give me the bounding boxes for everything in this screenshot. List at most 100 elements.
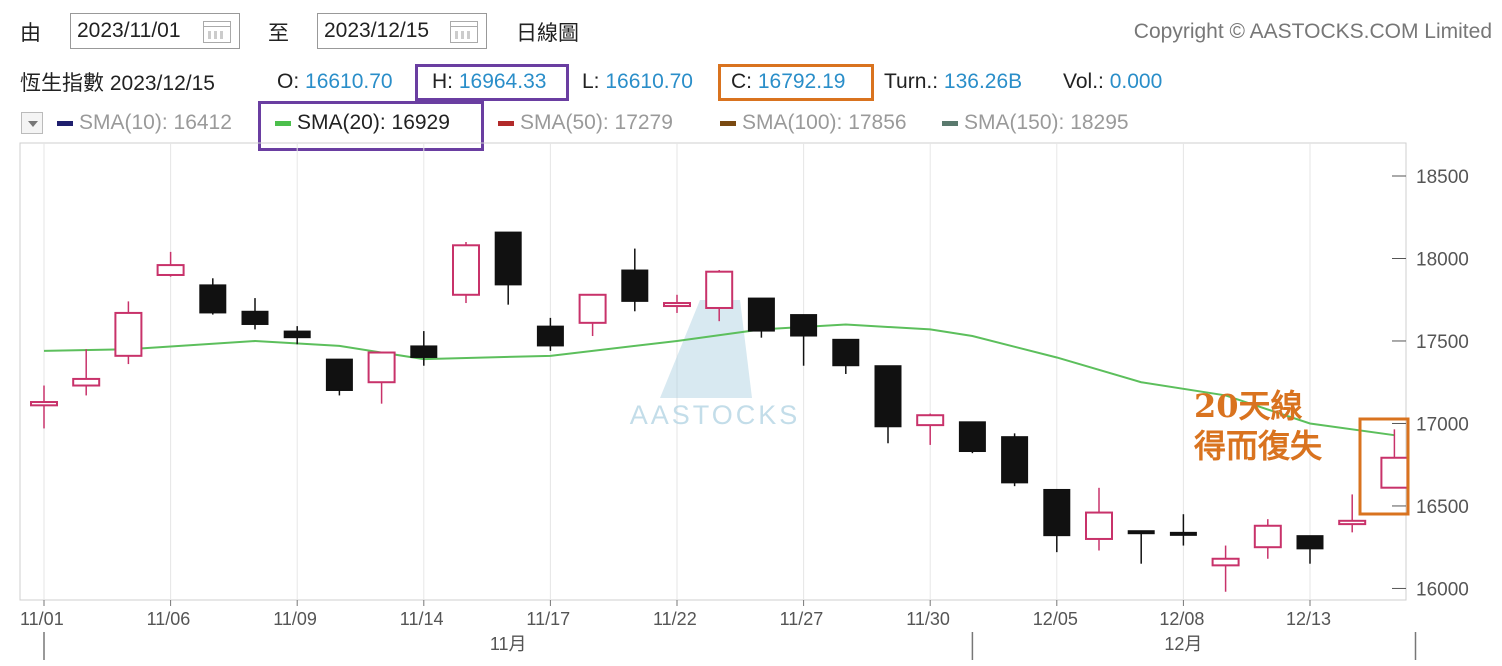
candle-body <box>114 311 143 357</box>
x-tick-label: 11/17 <box>526 609 570 629</box>
candle-body <box>283 330 311 339</box>
x-tick-label: 11/14 <box>400 609 444 629</box>
low-label: L: <box>582 70 600 93</box>
watermark-logo <box>660 300 752 398</box>
candle-body <box>1127 530 1155 535</box>
turnover-value: 136.26B <box>943 70 1023 93</box>
from-date-value: 2023/11/01 <box>77 19 181 42</box>
candle-body <box>958 421 986 453</box>
candle-body <box>578 293 607 324</box>
candle-body <box>705 270 734 309</box>
annotation-line-1: 20天線 <box>1194 387 1303 425</box>
low-value: 16610.70 <box>605 70 693 93</box>
sma-10-label: SMA(10): 16412 <box>79 111 232 134</box>
annotation-text: 20天線 得而復失 <box>1194 386 1322 466</box>
y-tick-label: 16500 <box>1416 497 1469 518</box>
volume-label: Vol.: <box>1063 70 1104 93</box>
open-label: O: <box>277 70 300 93</box>
low-field: L: 16610.70 <box>582 70 693 94</box>
close-highlight-box <box>718 64 874 101</box>
candle-body <box>621 269 649 302</box>
x-tick-label: 11/06 <box>147 609 191 629</box>
legend-toggle-button[interactable] <box>21 112 43 134</box>
close-label: C: <box>731 70 752 93</box>
to-date-input[interactable]: 2023/12/15 <box>317 13 487 49</box>
candle-body <box>156 264 185 276</box>
volume-value: 0.000 <box>1109 70 1163 93</box>
x-tick-label: 12/05 <box>1033 609 1078 629</box>
sma-10[interactable]: SMA(10): 16412 <box>57 111 232 135</box>
x-tick-label: 11/09 <box>273 609 317 629</box>
high-field: H: 16964.33 <box>432 70 546 94</box>
sma-50[interactable]: SMA(50): 17279 <box>498 111 673 135</box>
plot-frame <box>19 142 1407 601</box>
open-value: 16610.70 <box>305 70 393 93</box>
candle-body <box>494 231 522 286</box>
close-value: 16792.19 <box>757 70 846 93</box>
x-tick-label: 11/22 <box>653 609 697 629</box>
sma-20-swatch <box>275 120 291 126</box>
candle-body <box>747 297 775 332</box>
candle-body <box>30 401 58 407</box>
sma-150[interactable]: SMA(150): 18295 <box>942 111 1129 135</box>
annotation-line-2: 得而復失 <box>1194 427 1323 465</box>
high-highlight-box <box>415 64 569 101</box>
sma-150-swatch <box>942 120 958 126</box>
x-tick-label: 11/30 <box>906 609 950 629</box>
candle-body <box>199 284 227 314</box>
from-label: 由 <box>20 22 41 45</box>
last-candle-highlight-box <box>1358 417 1410 516</box>
candle-body <box>1043 488 1071 537</box>
sma-100-swatch <box>720 120 736 126</box>
y-tick-label: 17500 <box>1416 332 1469 353</box>
watermark-text: AASTOCKS <box>630 400 801 430</box>
calendar-icon[interactable] <box>450 21 478 43</box>
to-date-value: 2023/12/15 <box>324 19 430 42</box>
index-name-date: 恆生指數 2023/12/15 <box>20 72 215 95</box>
candle-body <box>1001 436 1029 484</box>
chart-kind-label[interactable]: 日線圖 <box>516 22 579 45</box>
sma-20-label: SMA(20): 16929 <box>297 111 450 134</box>
sma-100[interactable]: SMA(100): 17856 <box>720 111 907 135</box>
sma-150-label: SMA(150): 18295 <box>964 111 1129 134</box>
date-range-bar: 由 至 日線圖 Copyright © AASTOCKS.COM Limited <box>0 12 1502 52</box>
sma-10-swatch <box>57 120 73 126</box>
sma20-highlight-box <box>258 101 484 151</box>
candle-body <box>241 310 269 325</box>
month-label: 12月 <box>1164 634 1202 654</box>
candle-body <box>832 338 860 367</box>
open-field: O: 16610.70 <box>277 70 393 94</box>
x-tick-label: 12/13 <box>1286 609 1331 629</box>
chevron-down-icon <box>28 121 38 127</box>
candle-body <box>325 358 353 391</box>
high-label: H: <box>432 70 453 93</box>
candle-body <box>1253 524 1282 549</box>
sma-20[interactable]: SMA(20): 16929 <box>275 111 450 135</box>
y-tick-label: 18500 <box>1416 167 1469 188</box>
from-date-input[interactable]: 2023/11/01 <box>70 13 240 49</box>
calendar-icon[interactable] <box>203 21 231 43</box>
candle-body <box>536 325 564 347</box>
candle-body <box>1296 535 1324 550</box>
candle-body <box>1211 557 1240 567</box>
volume-field: Vol.: 0.000 <box>1063 70 1162 94</box>
sma-50-label: SMA(50): 17279 <box>520 111 673 134</box>
candle-body <box>1338 519 1367 526</box>
turnover-field: Turn.: 136.26B <box>884 70 1022 94</box>
candle-body <box>1085 511 1113 540</box>
close-field: C: 16792.19 <box>731 70 845 94</box>
to-label: 至 <box>268 22 289 45</box>
candle-body <box>916 414 945 427</box>
candle-body <box>1380 456 1409 489</box>
x-tick-label: 12/08 <box>1159 609 1204 629</box>
candle-body <box>367 351 396 384</box>
y-tick-label: 17000 <box>1416 414 1469 435</box>
x-tick-label: 11/01 <box>20 609 64 629</box>
turnover-label: Turn.: <box>884 70 939 93</box>
candle-body <box>1169 531 1197 536</box>
sma-100-label: SMA(100): 17856 <box>742 111 907 134</box>
candle-body <box>410 345 438 358</box>
candle-body <box>72 377 101 387</box>
candle-body <box>874 365 902 428</box>
